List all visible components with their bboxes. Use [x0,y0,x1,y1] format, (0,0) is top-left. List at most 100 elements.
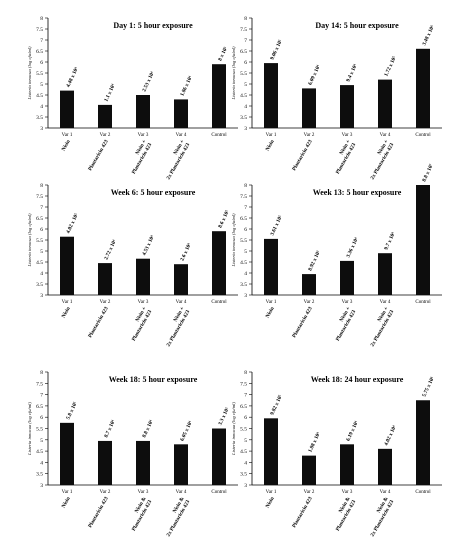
chart-panel-6: Week 18: 24 hour exposure 3 3.5 4 4.5 5 5.5 6 6.… [231,370,442,538]
y-axis-label: Listeria innocua (log cfu/ml) [231,213,236,267]
y-tick-label: 7.5 [240,194,247,200]
chart-title: Week 18: 5 hour exposure [109,375,198,384]
treatment-label-line: Nisin [265,306,276,319]
bar-3 [136,258,150,295]
bar-3 [136,440,150,485]
data-label: 4.48 x 10⁴ [65,66,80,88]
y-tick-label: 4.5 [240,93,247,99]
y-tick-label: 6 [40,227,43,233]
bar-4 [174,264,188,295]
x-tick-label: Var 3 [342,133,353,138]
treatment-label-line: Nisin [265,496,276,509]
x-tick-label: Var 2 [304,490,315,495]
data-label: 5.75 x 10⁶ [421,376,436,398]
bar-5 [416,48,430,128]
y-tick-label: 6 [40,60,43,66]
y-tick-label: 5.5 [36,238,43,244]
bar-5 [212,231,226,295]
data-label: 3.48 x 10⁶ [421,24,436,46]
x-tick-label: Var 1 [62,133,73,138]
bar-2 [302,274,316,295]
y-tick-label: 5 [244,249,247,255]
y-tick-label: 7.5 [240,27,247,33]
treatment-label-line: Plantaricin 423 [87,496,110,529]
x-tick-label: Var 4 [176,133,187,138]
x-tick-label: Control [415,133,431,138]
y-tick-label: 5.5 [240,71,247,77]
treatment-label-line: Nisin [61,139,72,152]
bar-3 [340,444,354,485]
x-tick-label: Var 2 [100,300,111,305]
y-tick-label: 8 [40,183,43,189]
data-label: 9.4 x 10⁴ [345,63,359,83]
x-tick-label: Var 3 [342,490,353,495]
treatment-label: Nisin [265,306,276,319]
treatment-label-line: Plantaricin 423 [87,139,110,172]
data-label: 4.53 x 10⁴ [141,234,156,256]
chart-title: Week 13: 5 hour exposure [313,188,402,197]
x-tick-label: Var 4 [176,300,187,305]
chart-panel-4: Week 13: 5 hour exposure 3 3.5 4 4.5 5 5.5 6 6.5… [231,163,442,348]
y-tick-label: 5 [40,438,43,444]
y-tick-label: 7 [40,393,43,399]
treatment-label-line: Nisin [265,139,276,152]
chart-title: Week 18: 24 hour exposure [311,375,404,384]
y-tick-label: 4.5 [36,260,43,266]
data-label: 2.6 x 10⁴ [179,242,193,262]
bar-1 [264,418,278,485]
x-tick-label: Var 3 [342,300,353,305]
data-label: 1.72 x 10⁵ [383,55,398,77]
bar-2 [302,88,316,128]
data-label: 6.05 x 10⁴ [179,420,194,442]
x-tick-label: Control [211,300,227,305]
treatment-label: Nisin +2x Plantaricin 423 [160,306,192,348]
y-tick-label: 7.5 [36,194,43,200]
data-label: 4.02 x 10⁴ [383,424,398,446]
treatment-label: Nisin +Plantaricin 423 [329,139,357,175]
bar-4 [378,79,392,128]
bar-2 [98,104,112,128]
data-label: 9.82 x 10⁵ [269,394,284,416]
treatment-label: Plantaricin 423 [87,306,110,339]
y-axis-label: Listeria innocua (log cfu/ml) [231,46,236,100]
y-tick-label: 3 [244,483,247,489]
data-label: 8.8 x 10⁷ [421,163,435,183]
chart-title: Day 14: 5 hour exposure [315,21,399,30]
y-tick-label: 6.5 [240,404,247,410]
x-tick-label: Var 1 [62,490,73,495]
y-tick-label: 4 [244,104,247,110]
treatment-label-line: Plantaricin 423 [291,306,314,339]
bar-2 [302,455,316,485]
treatment-label: Plantaricin 423 [291,306,314,339]
bar-4 [378,448,392,485]
x-tick-label: Var 3 [138,133,149,138]
bar-3 [340,260,354,295]
x-tick-label: Var 2 [100,133,111,138]
x-tick-label: Var 2 [304,300,315,305]
y-tick-label: 5.5 [240,238,247,244]
data-label: 8.8 x 10⁴ [141,419,155,439]
treatment-label: Nisin [61,496,72,509]
data-label: 6.09 x 10⁴ [307,64,322,86]
data-label: 8 x 10⁵ [217,46,229,62]
treatment-label-line: Nisin [61,496,72,509]
x-tick-label: Var 2 [304,133,315,138]
bar-4 [378,253,392,295]
y-tick-label: 4 [244,271,247,277]
y-tick-label: 4 [244,460,247,466]
x-tick-label: Control [211,133,227,138]
treatment-label: Plantaricin 423 [291,496,314,529]
bar-1 [60,90,74,128]
x-tick-label: Var 1 [62,300,73,305]
treatment-label-line: Plantaricin 423 [291,496,314,529]
y-tick-label: 3 [40,483,43,489]
treatment-label: Nisin [265,496,276,509]
data-label: 2.53 x 10⁴ [141,70,156,92]
y-tick-label: 7.5 [240,381,247,387]
y-tick-label: 3.5 [36,472,43,478]
data-label: 1.88 x 10⁴ [307,431,322,453]
bar-5 [416,185,430,295]
data-label: 3.36 x 10⁴ [345,236,360,258]
bar-1 [264,238,278,295]
y-tick-label: 6.5 [36,49,43,55]
